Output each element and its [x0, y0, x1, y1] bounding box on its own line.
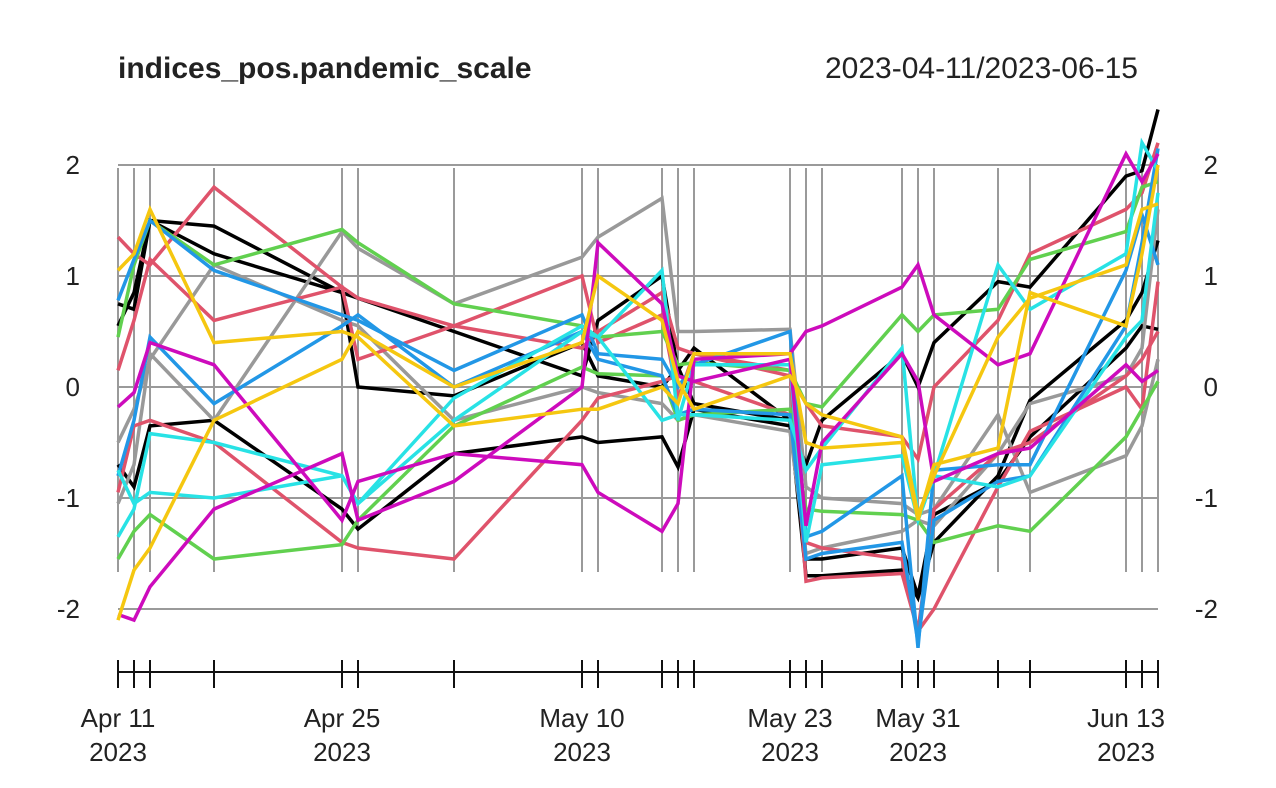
axes: -2 -2 -1 -1 0 0 1 1 2 2 Apr 11 2023 Apr 25 2023 May 10… [57, 150, 1218, 767]
x-tick-year-label: 2023 [89, 737, 147, 767]
chart-subtitle: 2023-04-11/2023-06-15 [825, 52, 1138, 85]
x-tick-year-label: 2023 [1097, 737, 1155, 767]
x-tick-label: May 23 [747, 703, 832, 733]
y-tick-label-right: 2 [1204, 150, 1218, 180]
series-line-18 [116, 164, 1160, 521]
series-line-14 [116, 137, 1160, 521]
y-tick-label-right: -1 [1195, 483, 1218, 513]
x-tick-year-label: 2023 [761, 737, 819, 767]
x-tick-label: Apr 25 [304, 703, 381, 733]
y-tick-label-right: 0 [1204, 372, 1218, 402]
x-tick-label: Jun 13 [1087, 703, 1165, 733]
x-tick-label: May 10 [539, 703, 624, 733]
series-line-16 [117, 238, 1159, 623]
series-line-17 [116, 202, 1159, 621]
series-line-3 [117, 217, 1160, 603]
y-tick-label-left: -2 [57, 594, 80, 624]
series-line-4 [116, 195, 1160, 517]
x-tick-year-label: 2023 [889, 737, 947, 767]
x-tick-label: May 31 [875, 703, 960, 733]
x-tick-year-label: 2023 [553, 737, 611, 767]
y-tick-label-left: 0 [66, 372, 80, 402]
y-tick-label-left: 1 [66, 261, 80, 291]
series-line-6 [116, 184, 1160, 636]
y-tick-label-left: -1 [57, 483, 80, 513]
y-tick-label-left: 2 [66, 150, 80, 180]
y-tick-label-right: 1 [1204, 261, 1218, 291]
series-lines [116, 109, 1160, 649]
chart-title: indices_pos.pandemic_scale [118, 52, 532, 85]
y-tick-label-right: -2 [1195, 594, 1218, 624]
x-tick-year-label: 2023 [313, 737, 371, 767]
x-tick-label: Apr 11 [81, 703, 156, 733]
series-line-1 [116, 109, 1160, 470]
